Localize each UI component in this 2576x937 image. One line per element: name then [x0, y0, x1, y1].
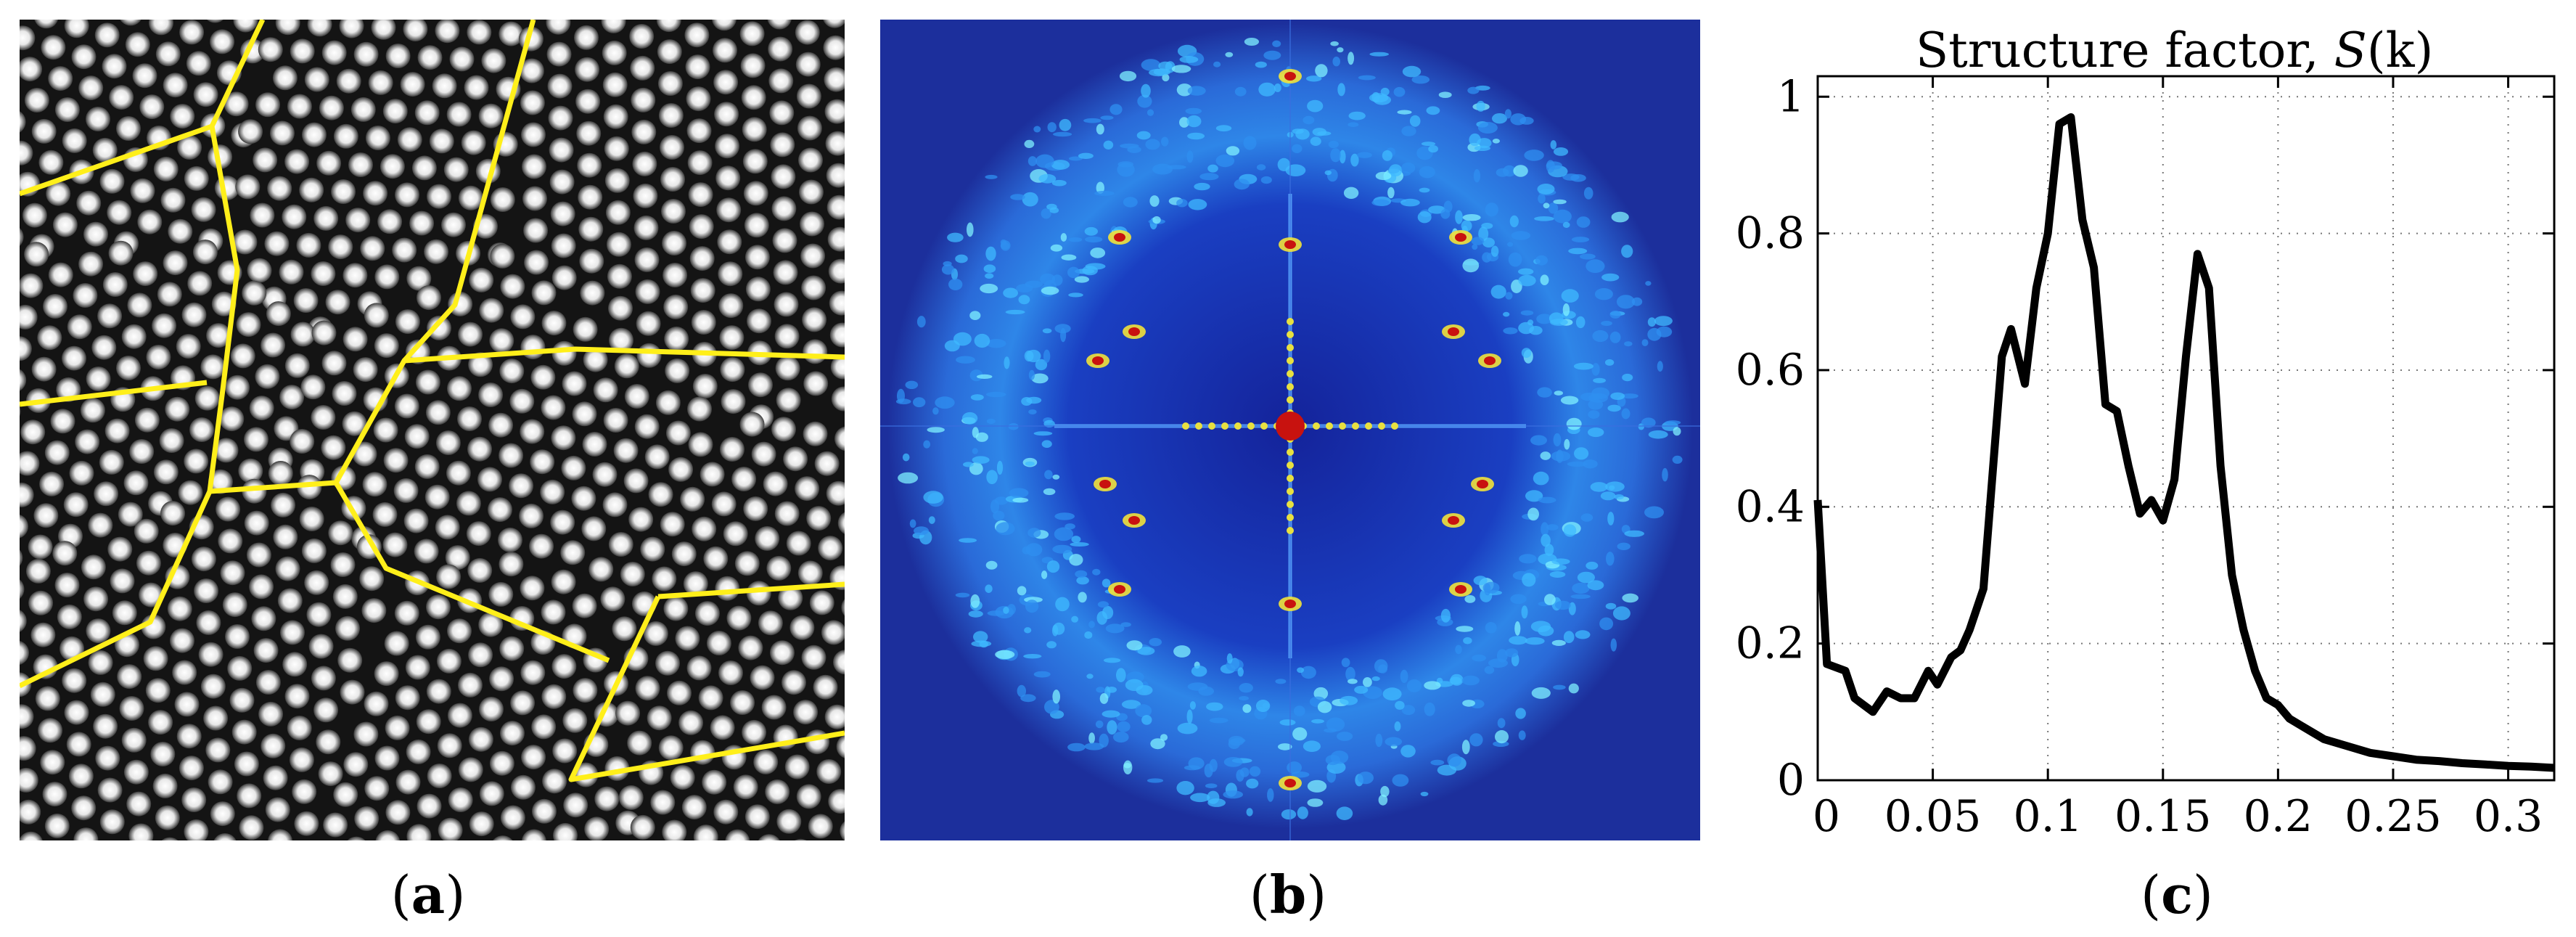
y-tick-label: 0.8 — [1736, 208, 1805, 259]
grain-boundaries — [20, 20, 845, 782]
x-tick-label: 0.15 — [2114, 791, 2212, 842]
chart-title: Structure factor, S(k) — [1916, 22, 2433, 78]
caption-a: (a) — [390, 864, 466, 925]
fourier-spectrum-image — [880, 20, 1700, 840]
chart-tick-labels: 0 0.05 0.1 0.15 0.2 0.25 0.3 0 0.2 0.4 0.6 0.8 1 — [1736, 71, 2543, 842]
lattice-dots — [20, 20, 845, 840]
bragg-peaks — [1086, 69, 1501, 790]
x-tick-label: 0.05 — [1884, 791, 1982, 842]
x-tick-label: 0.25 — [2345, 791, 2442, 842]
y-tick-label: 0.4 — [1736, 481, 1805, 532]
x-tick-label: 0 — [1813, 791, 1840, 842]
panel-a-real-space-image — [20, 20, 845, 840]
panel-b-fourier-spectrum — [880, 20, 1700, 840]
central-cross — [880, 20, 1700, 840]
plot-frame — [1816, 75, 2556, 782]
series-line — [1813, 113, 2555, 772]
x-tick-label: 0.1 — [2013, 791, 2082, 842]
caption-c: (c) — [2140, 864, 2214, 925]
crystal-grains-image — [20, 20, 845, 840]
structure-factor-chart: Structure factor, S(k) 0 0.05 0.1 0.15 0.2 0.… — [1736, 22, 2556, 842]
y-tick-label: 0.6 — [1736, 345, 1805, 396]
caption-b: (b) — [1249, 864, 1327, 925]
panel-c-structure-factor-chart: Structure factor, S(k) 0 0.05 0.1 0.15 0.2 0.… — [1712, 0, 2576, 937]
x-tick-label: 0.3 — [2474, 791, 2543, 842]
x-tick-label: 0.2 — [2244, 791, 2313, 842]
y-tick-label: 0 — [1777, 755, 1805, 806]
y-tick-label: 0.2 — [1736, 618, 1805, 669]
ring-speckles — [895, 38, 1683, 820]
y-tick-label: 1 — [1777, 71, 1805, 122]
